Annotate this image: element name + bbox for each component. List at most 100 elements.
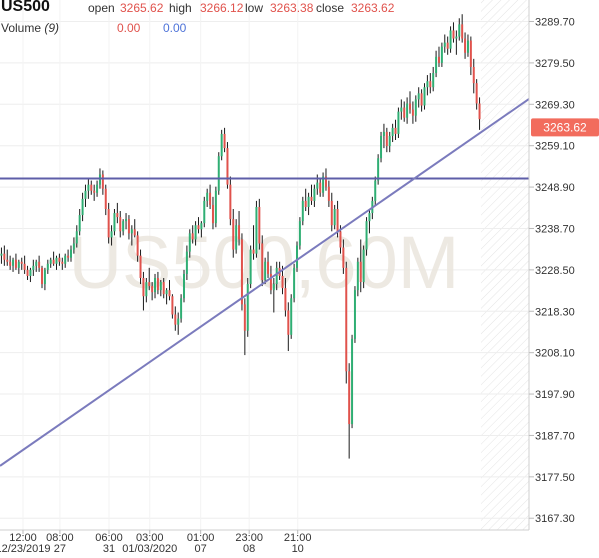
candle-body — [119, 217, 122, 232]
candle-body — [220, 133, 223, 157]
candle-body — [272, 284, 275, 291]
candle-body — [330, 200, 333, 226]
candle-body — [206, 192, 209, 201]
y-tick-label: 3279.50 — [535, 58, 575, 70]
low-value: 3263.38 — [270, 1, 314, 15]
candle-body — [461, 24, 464, 39]
candle-body — [249, 249, 252, 285]
candle-body — [72, 243, 75, 250]
candle-body — [139, 255, 142, 278]
candle-body — [26, 269, 29, 276]
candle-body — [69, 249, 72, 258]
candle-body — [284, 288, 287, 311]
candle-body — [171, 296, 174, 315]
trendline[interactable] — [0, 98, 530, 467]
candle-body — [101, 174, 104, 189]
candle-body — [464, 38, 467, 53]
candle-body — [327, 186, 330, 201]
candle-body — [87, 184, 90, 191]
candle-body — [159, 282, 162, 291]
candle-body — [333, 208, 336, 226]
open-value: 3265.62 — [120, 1, 164, 15]
candle-body — [322, 176, 325, 193]
candle-body — [423, 87, 426, 106]
y-tick-label: 3228.50 — [535, 265, 575, 277]
candle-body — [133, 229, 136, 236]
last-price-label: 3263.62 — [543, 120, 587, 134]
y-tick-label: 3187.70 — [535, 430, 575, 442]
candle-body — [478, 103, 481, 120]
candle-body — [472, 66, 475, 84]
y-tick-label: 3208.10 — [535, 348, 575, 360]
candle-body — [301, 200, 304, 222]
x-tick-time: 21:00 — [284, 532, 312, 544]
candle-body — [385, 131, 388, 147]
candle-body — [64, 255, 67, 264]
candle-body — [394, 127, 397, 134]
candle-body — [243, 304, 246, 331]
candle-body — [391, 127, 394, 136]
x-tick-date: 27 — [54, 543, 66, 555]
x-tick-time: 03:00 — [136, 532, 164, 544]
volume-value-2: 0.00 — [163, 21, 187, 35]
y-tick-label: 3177.50 — [535, 472, 575, 484]
candle-body — [255, 206, 258, 254]
candle-body — [359, 261, 362, 283]
candle-body — [35, 261, 38, 266]
candle-body — [154, 277, 157, 293]
candle-body — [75, 231, 78, 244]
x-tick-date: 10 — [292, 543, 304, 555]
candle-body — [400, 107, 403, 112]
candle-body — [409, 103, 412, 110]
symbol-name: US500 — [1, 0, 50, 15]
candle-body — [185, 251, 188, 274]
candle-body — [46, 263, 49, 270]
candle-body — [110, 231, 113, 238]
candle-body — [191, 233, 194, 240]
y-tick-label: 3167.30 — [535, 513, 575, 525]
candle-body — [324, 176, 327, 187]
price-axis[interactable]: 3289.70 3279.50 3269.30 3259.10 3248.90 3238.… — [529, 17, 575, 526]
candle-body — [377, 158, 380, 181]
candle-body — [310, 196, 313, 201]
candle-body — [281, 275, 284, 289]
candle-body — [368, 213, 371, 222]
candle-body — [293, 267, 296, 299]
y-tick-label: 3259.10 — [535, 141, 575, 153]
candle-body — [290, 298, 293, 335]
y-tick-label: 3289.70 — [535, 17, 575, 29]
candle-body — [267, 261, 270, 274]
candle-body — [304, 200, 307, 207]
candle-body — [84, 190, 87, 199]
candle-body — [174, 314, 177, 325]
candle-body — [38, 261, 41, 268]
x-tick-date: 31 — [103, 543, 115, 555]
candle-body — [156, 277, 159, 291]
candle-body — [414, 99, 417, 116]
candle-body — [98, 174, 101, 185]
candle-body — [3, 253, 6, 260]
candle-body — [194, 225, 197, 240]
candle-body — [188, 233, 191, 252]
candle-body — [362, 249, 365, 283]
candle-body — [336, 208, 339, 232]
candle-body — [420, 93, 423, 106]
candle-body — [356, 261, 359, 291]
candle-body — [223, 133, 226, 149]
candle-body — [307, 196, 310, 207]
candle-body — [67, 255, 70, 258]
candle-body — [177, 318, 180, 325]
candle-body — [12, 259, 15, 266]
candle-body — [365, 221, 368, 250]
candle-body — [52, 259, 55, 264]
volume-legend: Volume (9) 0.00 0.00 — [1, 21, 186, 35]
candle-body — [403, 107, 406, 118]
candle-body — [211, 204, 214, 224]
x-tick-time: 01:00 — [187, 532, 215, 544]
candle-body — [96, 184, 99, 193]
candle-body — [339, 231, 342, 248]
candle-body — [78, 215, 81, 232]
candle-body — [148, 282, 151, 287]
